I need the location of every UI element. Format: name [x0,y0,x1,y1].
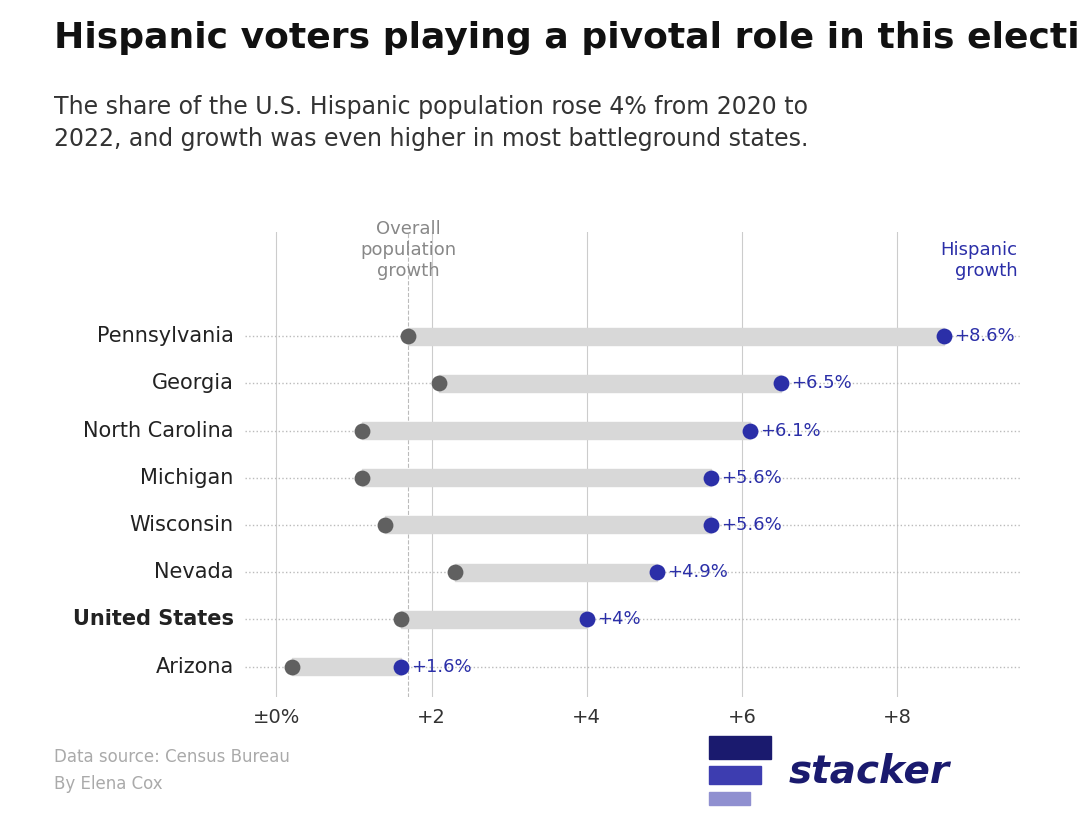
Text: Nevada: Nevada [154,562,233,582]
Text: +6.1%: +6.1% [760,422,821,440]
Text: +6.5%: +6.5% [791,374,852,393]
Text: +8.6%: +8.6% [954,327,1014,345]
Text: United States: United States [72,609,233,629]
Bar [708,792,751,805]
Text: +5.6%: +5.6% [721,469,782,486]
Point [772,377,789,390]
Bar [708,736,771,759]
Text: +5.6%: +5.6% [721,516,782,534]
Text: +4%: +4% [597,610,640,628]
Point [702,518,719,531]
Point [578,613,595,626]
Point [283,660,300,673]
Point [392,660,409,673]
Text: Hispanic voters playing a pivotal role in this election: Hispanic voters playing a pivotal role i… [54,21,1080,55]
Point [392,613,409,626]
Point [741,424,758,437]
Text: Data source: Census Bureau
By Elena Cox: Data source: Census Bureau By Elena Cox [54,749,289,793]
Point [377,518,394,531]
Text: Hispanic
growth: Hispanic growth [941,241,1017,280]
Point [702,471,719,485]
Text: +4.9%: +4.9% [666,563,728,581]
Point [400,330,417,343]
Point [353,424,370,437]
Text: Pennsylvania: Pennsylvania [97,326,233,346]
Text: stacker: stacker [788,753,949,791]
Text: North Carolina: North Carolina [83,421,233,441]
Point [431,377,448,390]
Text: Georgia: Georgia [152,374,233,393]
Text: Michigan: Michigan [140,468,233,488]
Point [935,330,953,343]
Point [353,471,370,485]
Bar [708,766,760,784]
Text: Arizona: Arizona [156,657,233,676]
Text: Wisconsin: Wisconsin [130,515,233,535]
Text: The share of the U.S. Hispanic population rose 4% from 2020 to
2022, and growth : The share of the U.S. Hispanic populatio… [54,95,808,151]
Text: +1.6%: +1.6% [410,657,471,676]
Point [648,565,665,579]
Text: Overall
population
growth: Overall population growth [361,220,457,280]
Point [446,565,463,579]
